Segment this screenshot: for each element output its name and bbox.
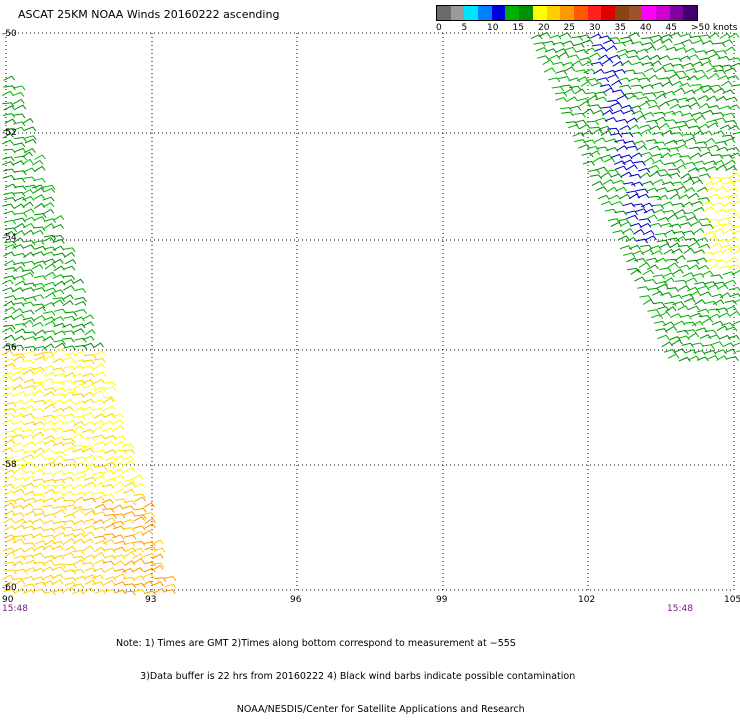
- legend-swatch: [491, 6, 506, 20]
- legend-swatch: [573, 6, 588, 20]
- legend-swatch: [532, 6, 547, 20]
- lon-label-105: 105: [724, 595, 740, 605]
- legend-tick-label: 35: [614, 23, 626, 33]
- legend-swatch: [601, 6, 615, 20]
- legend-tick-label: >50 knots: [691, 23, 738, 33]
- footer-notes: Note: 1) Times are GMT 2)Times along bot…: [116, 616, 575, 726]
- legend-swatch: [587, 6, 602, 20]
- lon-label-99: 99: [436, 595, 448, 605]
- lat-lon-grid: [5, 32, 735, 591]
- legend-swatch: [478, 6, 492, 20]
- wind-barbs-left-swath: [1, 75, 177, 596]
- legend-tick-label: 0: [436, 23, 442, 33]
- legend-swatch: [450, 6, 465, 20]
- lon-label-90: 90: [2, 595, 14, 605]
- lon-label-93: 93: [145, 595, 156, 605]
- time-label-left: 15:48: [2, 604, 28, 614]
- legend-swatch: [560, 6, 574, 20]
- legend-tick-label: 25: [563, 23, 575, 33]
- legend-swatch: [464, 6, 479, 20]
- wind-speed-legend: 0 5 10 15 20 25 30 35 40 45 >50 knots: [436, 5, 738, 33]
- legend-swatch: [628, 6, 643, 20]
- map-title: ASCAT 25KM NOAA Winds 20160222 ascending: [18, 8, 280, 21]
- legend-swatch: [683, 6, 698, 20]
- lon-label-102: 102: [578, 595, 595, 605]
- legend-tick-label: 15: [512, 23, 524, 33]
- lat-label-58: -58: [2, 460, 17, 470]
- note-line-1: Note: 1) Times are GMT 2)Times along bot…: [116, 638, 516, 649]
- legend-swatch: [656, 6, 670, 20]
- note-line-3: NOAA/NESDIS/Center for Satellite Applica…: [116, 704, 525, 715]
- lon-label-96: 96: [290, 595, 302, 605]
- lat-label-60: -60: [2, 583, 17, 593]
- legend-tick-label: 10: [487, 23, 499, 33]
- legend-swatch: [519, 6, 533, 20]
- wind-barbs-right-swath: [530, 31, 740, 362]
- legend-swatch: [437, 6, 451, 20]
- legend-swatch: [505, 6, 520, 20]
- wind-map: -50 -52 -54 -56 -58 -60 90 93 96 99 102 …: [1, 29, 740, 614]
- lat-label-50: -50: [2, 29, 17, 39]
- legend-swatch: [642, 6, 656, 20]
- legend-tick-labels: 0 5 10 15 20 25 30 35 40 45 >50 knots: [436, 21, 738, 33]
- legend-color-bar: [436, 5, 698, 21]
- legend-tick-label: 40: [640, 23, 652, 33]
- legend-tick-label: 30: [589, 23, 601, 33]
- legend-tick-label: 5: [461, 23, 468, 33]
- lat-label-52: -52: [2, 128, 17, 138]
- note-line-2: 3)Data buffer is 22 hrs from 20160222 4)…: [116, 671, 576, 682]
- legend-swatch: [614, 6, 629, 20]
- legend-tick-label: 20: [538, 23, 550, 33]
- legend-tick-label: 45: [665, 23, 677, 33]
- lat-label-54: -54: [2, 233, 17, 243]
- legend-swatch: [669, 6, 684, 20]
- legend-swatch: [546, 6, 561, 20]
- lat-label-56: -56: [2, 343, 17, 353]
- time-label-right: 15:48: [667, 604, 693, 614]
